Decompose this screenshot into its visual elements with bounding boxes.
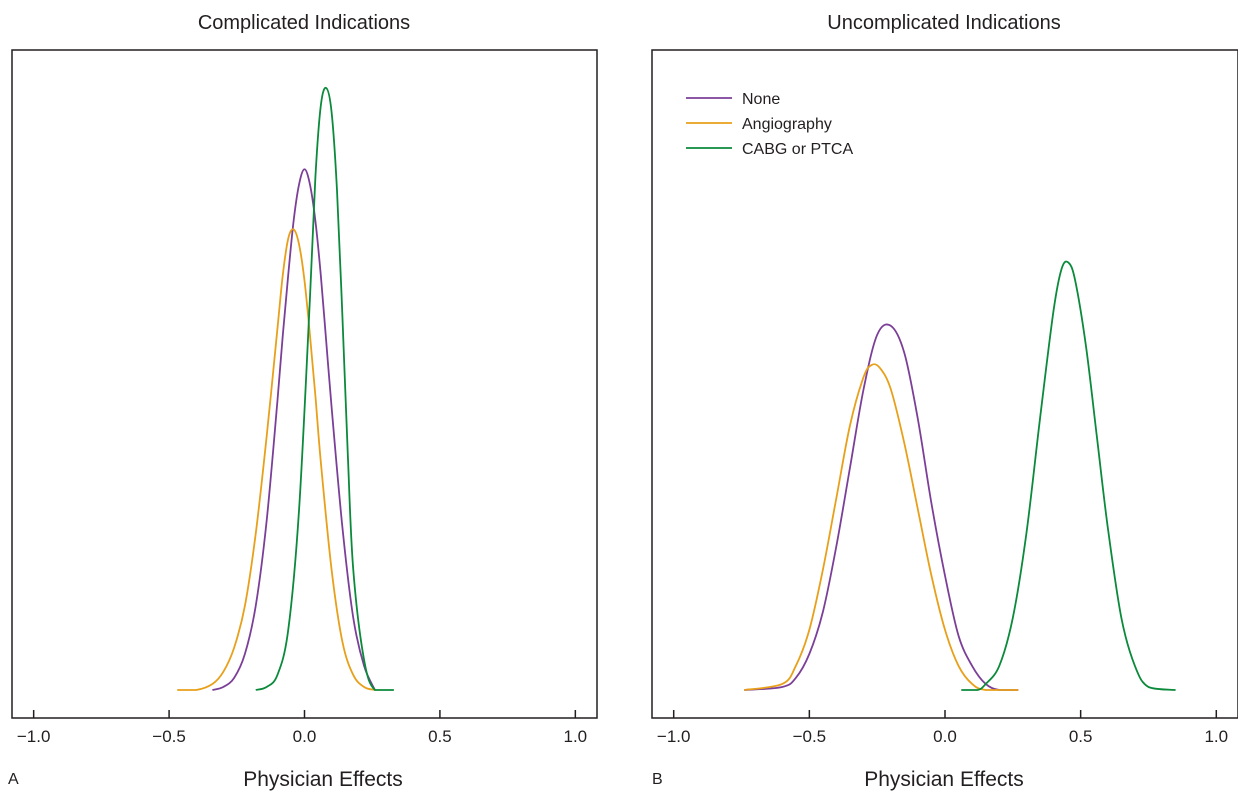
panel-a: Complicated Indications −1.0 −0.5 0.0 0.5 1.… (8, 12, 598, 791)
panel-a-x-ticks: −1.0 −0.5 0.0 0.5 1.0 (17, 710, 587, 746)
panel-b-x-tick-label: 0.5 (1069, 727, 1093, 746)
legend-label-cabg-or-ptca: CABG or PTCA (742, 141, 853, 158)
panel-a-series-none (212, 168, 376, 691)
panel-a-x-tick-label: 0.0 (293, 727, 317, 746)
panel-b-series-none (744, 323, 1019, 691)
panel-a-x-tick-label: 1.0 (564, 727, 588, 746)
panel-b-letter: B (652, 771, 663, 788)
panel-b-x-ticks: −1.0 −0.5 0.0 0.5 1.0 (657, 710, 1228, 746)
panel-a-plot-frame (11, 49, 598, 719)
panel-b-x-axis-label: Physician Effects (864, 768, 1024, 791)
panel-b-series-cabg-or-ptca (961, 260, 1176, 691)
panel-a-letter: A (8, 771, 19, 788)
panel-a-x-tick-label: 0.5 (428, 727, 452, 746)
panel-a-x-tick-label: −0.5 (152, 727, 186, 746)
panel-a-series-angiography (177, 228, 376, 691)
panel-b-series-angiography (744, 363, 1019, 691)
panel-b-x-tick-label: 0.0 (933, 727, 957, 746)
panel-a-title: Complicated Indications (198, 12, 410, 34)
panel-a-curves (177, 86, 394, 691)
panel-b-x-tick-label: −0.5 (793, 727, 827, 746)
panel-b-curves (744, 260, 1176, 691)
panel-b-plot-frame (651, 49, 1238, 719)
panel-a-x-axis-label: Physician Effects (243, 768, 403, 791)
panel-b: Uncomplicated Indications −1.0 −0.5 0.0 0.5… (651, 12, 1238, 791)
legend-label-none: None (742, 91, 780, 108)
panel-a-x-tick-label: −1.0 (17, 727, 51, 746)
legend-label-angiography: Angiography (742, 116, 832, 133)
panel-b-title: Uncomplicated Indications (827, 12, 1060, 34)
panel-a-series-cabg-or-ptca (255, 86, 394, 691)
panel-b-x-tick-label: 1.0 (1204, 727, 1228, 746)
panel-b-x-tick-label: −1.0 (657, 727, 691, 746)
panel-b-legend: None Angiography CABG or PTCA (686, 91, 853, 158)
